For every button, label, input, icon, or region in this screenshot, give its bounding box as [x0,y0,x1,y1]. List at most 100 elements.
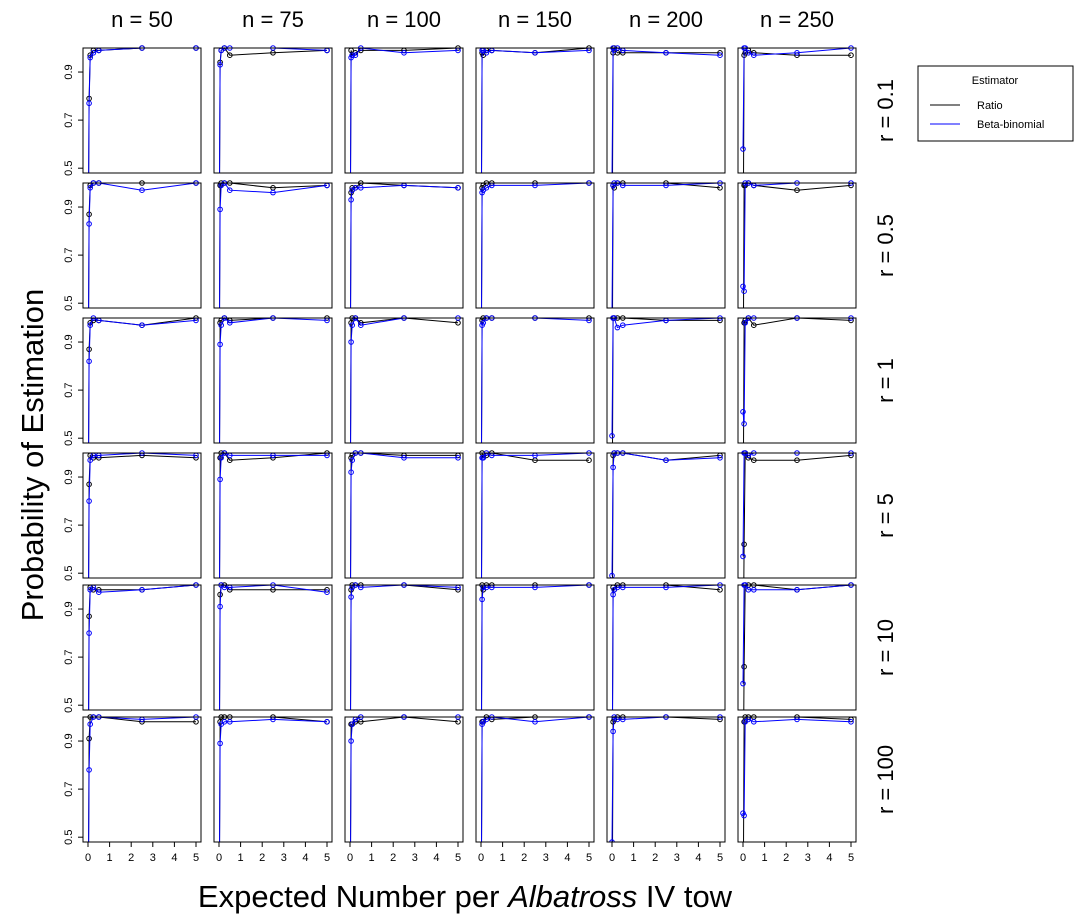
data-point-betabinomial [401,50,407,56]
y-tick-label: 0.7 [63,247,75,262]
x-tick-label: 5 [324,852,330,864]
series-line-ratio [88,47,196,173]
series-line-betabinomial [350,584,459,710]
series-betabinomial [610,180,723,308]
data-point-betabinomial [139,187,145,193]
panel-frame [344,716,464,843]
series-ratio [741,582,854,710]
chart-panel: 0 1 2 3 4 5 [737,714,857,864]
series-line-ratio [743,49,851,173]
series-line-ratio [88,317,197,443]
series-line-ratio [88,182,196,308]
panel-frame [475,452,595,579]
chart-panel [737,315,857,444]
chart-panel [344,45,464,174]
panel-frame [82,317,202,444]
column-label: n = 100 [367,7,441,32]
chart-panel: 0 1 2 3 4 5 [344,714,464,864]
series-betabinomial [609,315,723,439]
series-line-betabinomial [350,184,459,308]
series-ratio [479,180,592,308]
chart-panel: 0.5 0.7 0.9 [63,45,202,176]
data-point-betabinomial [740,146,746,152]
chart-panel: 0 1 2 3 4 5 [475,714,595,864]
column-label: n = 50 [111,7,173,32]
x-tick-label: 1 [762,852,768,864]
series-betabinomial [348,45,461,173]
x-tick-label: 2 [783,852,789,864]
series-betabinomial [86,180,199,308]
series-betabinomial [348,450,461,578]
series-ratio [348,180,461,308]
data-point-betabinomial [663,50,669,56]
data-point-betabinomial [401,455,407,461]
series-line-betabinomial [611,182,721,308]
panel-frame [737,584,857,711]
data-point-ratio [455,587,461,593]
series-line-betabinomial [742,452,851,557]
chart-panel [737,180,857,309]
x-tick-label: 2 [652,852,658,864]
series-betabinomial [86,45,199,173]
data-point-betabinomial [227,719,233,725]
series-betabinomial [348,315,461,443]
series-betabinomial [348,582,461,710]
data-point-betabinomial [87,721,93,728]
x-tick-label: 4 [433,852,439,864]
chart-panel [213,450,333,579]
panel-frame [82,584,202,711]
panel-frame [606,452,726,579]
series-line-ratio [481,452,589,578]
series-ratio [348,45,461,173]
y-tick-label: 0.7 [63,781,75,796]
series-betabinomial [609,714,723,842]
row-labels: r = 0.1 r = 0.5 r = 1 r = 5 r = 10 r = 100 [873,79,898,814]
series-line-betabinomial [350,47,459,173]
series-ratio [86,180,199,308]
series-line-betabinomial [88,716,197,842]
data-point-betabinomial [717,455,723,461]
series-line-betabinomial [612,584,721,710]
x-tick-label: 3 [674,852,680,864]
data-point-betabinomial [270,189,276,196]
chart-panel [737,450,857,579]
y-tick-label: 0.5 [63,296,75,311]
panel-frame [213,182,333,309]
series-ratio [86,582,199,710]
series-ratio [479,45,592,173]
chart-panel [606,180,726,309]
data-point-ratio [751,322,757,329]
chart-panel: 0.5 0.7 0.9 [63,450,202,581]
chart-panel [737,582,857,711]
series-line-ratio [88,454,197,578]
data-point-betabinomial [217,206,223,213]
data-point-betabinomial [751,587,757,593]
column-labels: n = 50 n = 75 n = 100 n = 150 n = 200 n = 250 [111,7,834,32]
series-betabinomial [217,45,330,173]
series-betabinomial [86,450,199,578]
data-point-betabinomial [741,812,747,819]
row-label: r = 0.1 [873,79,898,142]
row-label: r = 5 [873,493,898,538]
panel-frame [475,182,595,309]
x-tick-label: 1 [369,852,375,864]
column-label: n = 200 [629,7,703,32]
data-point-betabinomial [139,322,145,329]
series-line-betabinomial [742,317,851,424]
data-point-betabinomial [324,589,330,596]
series-ratio [217,450,330,578]
chart-panel: 0.5 0.7 0.9 [63,180,202,311]
panel-frame [344,47,464,174]
series-line-betabinomial [88,182,197,308]
y-tick-label: 0.9 [63,601,75,616]
panel-frame [606,317,726,444]
series-ratio [86,45,199,173]
x-tick-label: 3 [150,852,156,864]
data-point-betabinomial [86,358,92,365]
series-line-betabinomial [742,584,852,684]
series-line-betabinomial [611,317,721,436]
panel-frame [606,182,726,309]
x-axis-title-suffix: IV tow [637,879,732,914]
series-line-ratio [612,452,721,578]
series-line-ratio [350,452,458,578]
